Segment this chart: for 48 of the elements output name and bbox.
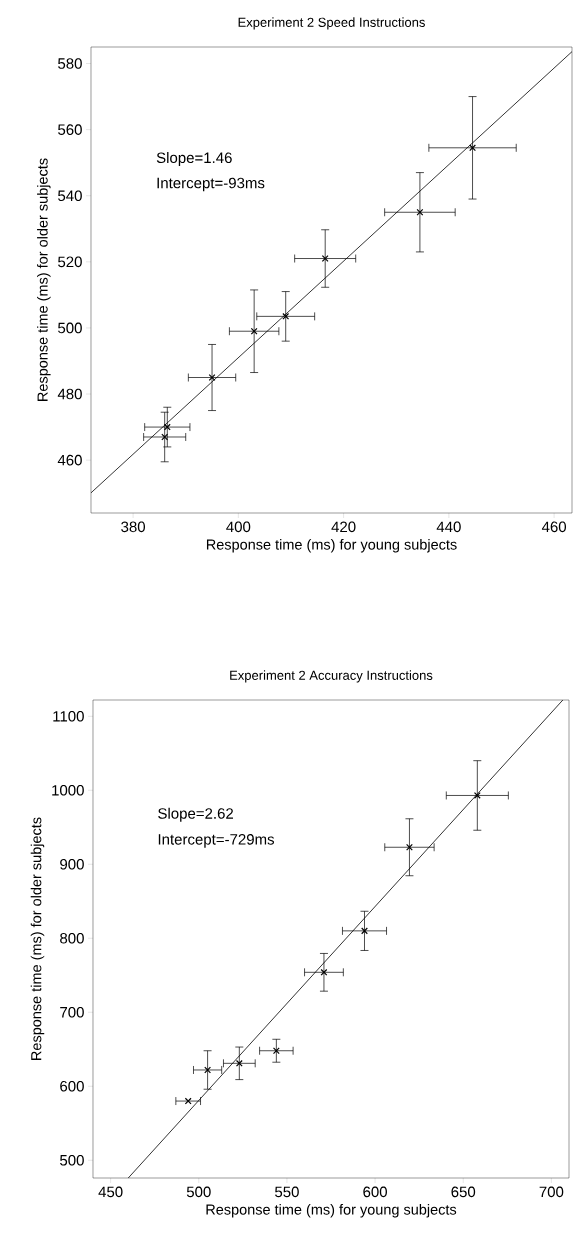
point: [416, 208, 424, 216]
x-tick-label: 550: [275, 1186, 299, 1198]
point: [163, 423, 171, 431]
y-tick-label: 480: [57, 388, 82, 400]
x-axis-title: Response time (ms) for young subjects: [206, 1204, 457, 1218]
point: [184, 1097, 192, 1105]
y-axis-title: Response time (ms) for older subjects: [37, 158, 51, 401]
annotation: Slope=1.46: [156, 152, 232, 167]
y-axis-title: Response time (ms) for older subjects: [30, 817, 45, 1060]
annotation: Intercept=-93ms: [157, 177, 265, 192]
point: [161, 433, 169, 441]
y-tick-label: 1000: [52, 784, 84, 796]
point: [321, 255, 329, 262]
x-tick-label: 400: [226, 521, 251, 533]
y-tick-label: 540: [58, 190, 82, 202]
point: [250, 327, 258, 335]
x-tick-label: 440: [436, 521, 461, 533]
y-tick-label: 1100: [53, 710, 84, 722]
y-tick-label: 500: [60, 1154, 84, 1166]
y-tick-label: 580: [58, 58, 82, 69]
chart-title: Experiment 2 Speed Instructions: [238, 17, 425, 30]
x-tick-label: 450: [98, 1186, 123, 1198]
point: [208, 374, 216, 381]
y-tick-label: 520: [58, 256, 82, 268]
point: [473, 792, 481, 799]
point: [469, 144, 476, 152]
point: [320, 968, 328, 976]
chart-title: Experiment 2 Accuracy Instructions: [230, 670, 433, 683]
x-tick-label: 700: [539, 1186, 564, 1198]
y-tick-label: 560: [58, 124, 82, 135]
x-tick-label: 380: [121, 521, 146, 533]
x-tick-label: 650: [451, 1186, 476, 1198]
y-tick-label: 600: [60, 1080, 84, 1092]
x-tick-label: 600: [363, 1186, 387, 1198]
x-tick-label: 460: [541, 521, 567, 533]
annotation: Slope=2.62: [158, 807, 234, 822]
y-tick-label: 800: [60, 932, 84, 944]
point: [406, 843, 413, 851]
x-axis-title: Response time (ms) for young subjects: [206, 539, 457, 553]
annotation: Intercept=-729ms: [158, 834, 275, 848]
x-tick-label: 500: [186, 1186, 211, 1198]
y-tick-label: 500: [58, 322, 82, 334]
y-tick-label: 900: [60, 858, 84, 870]
y-tick-label: 700: [60, 1006, 84, 1018]
point: [204, 1066, 212, 1074]
point: [361, 927, 368, 935]
y-tick-label: 460: [57, 454, 82, 466]
x-tick-label: 420: [331, 521, 356, 533]
